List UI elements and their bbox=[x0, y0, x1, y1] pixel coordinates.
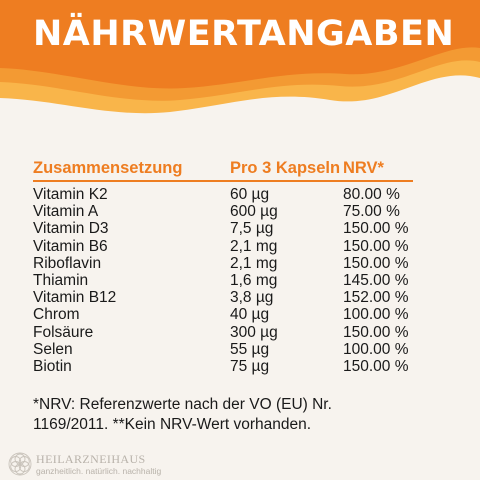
ingredient-amount: 1,6 mg bbox=[230, 271, 278, 289]
ingredient-amount: 2,1 mg bbox=[230, 254, 278, 272]
ingredient-name: Chrom bbox=[33, 306, 80, 324]
ingredient-nrv: 145.00 % bbox=[343, 271, 409, 289]
ingredient-amount: 60 µg bbox=[230, 186, 270, 203]
table-row: Vitamin K2 60 µg 80.00 % bbox=[33, 186, 413, 203]
ingredient-nrv: 75.00 % bbox=[343, 203, 400, 221]
table-row: Vitamin D3 7,5 µg 150.00 % bbox=[33, 220, 413, 237]
ingredient-nrv: 150.00 % bbox=[343, 254, 409, 272]
ingredient-name: Vitamin K2 bbox=[33, 186, 108, 203]
table-row: Chrom 40 µg 100.00 % bbox=[33, 306, 413, 323]
nutrition-table: Zusammensetzung Pro 3 Kapseln NRV* Vitam… bbox=[33, 156, 413, 375]
header-wave-background bbox=[0, 0, 480, 114]
ingredient-name: Vitamin B12 bbox=[33, 289, 117, 307]
ingredient-amount: 75 µg bbox=[230, 357, 270, 375]
ingredient-nrv: 150.00 % bbox=[343, 220, 409, 238]
footnote: *NRV: Referenzwerte nach der VO (EU) Nr.… bbox=[33, 396, 332, 433]
ingredient-name: Folsäure bbox=[33, 323, 94, 341]
ingredient-amount: 55 µg bbox=[230, 340, 270, 358]
brand-tagline: ganzheitlich. natürlich. nachhaltig bbox=[36, 466, 162, 476]
table-header-row: Zusammensetzung Pro 3 Kapseln NRV* bbox=[33, 156, 413, 182]
ingredient-name: Thiamin bbox=[33, 271, 89, 289]
table-row: Folsäure 300 µg 150.00 % bbox=[33, 324, 413, 341]
ingredient-name: Vitamin A bbox=[33, 203, 99, 221]
ingredient-nrv: 150.00 % bbox=[343, 357, 409, 375]
ingredient-nrv: 150.00 % bbox=[343, 237, 409, 255]
ingredient-nrv: 80.00 % bbox=[343, 186, 400, 203]
ingredient-nrv: 150.00 % bbox=[343, 323, 409, 341]
ingredient-name: Vitamin B6 bbox=[33, 237, 108, 255]
table-row: Selen 55 µg 100.00 % bbox=[33, 341, 413, 358]
brand-name: HEILARZNEIHAUS bbox=[36, 452, 146, 466]
ingredient-name: Biotin bbox=[33, 357, 72, 375]
table-row: Thiamin 1,6 mg 145.00 % bbox=[33, 272, 413, 289]
table-row: Riboflavin 2,1 mg 150.00 % bbox=[33, 255, 413, 272]
table-body: Vitamin K2 60 µg 80.00 % Vitamin A 600 µg 75.… bbox=[33, 186, 413, 375]
ingredient-nrv: 100.00 % bbox=[343, 340, 409, 358]
ingredient-amount: 3,8 µg bbox=[230, 289, 274, 307]
column-header-amount: Pro 3 Kapseln bbox=[230, 159, 341, 177]
ingredient-amount: 7,5 µg bbox=[230, 220, 274, 238]
ingredient-amount: 600 µg bbox=[230, 203, 278, 221]
brand-logo-icon bbox=[8, 452, 32, 476]
page-title: NÄHRWERTANGABEN bbox=[33, 14, 455, 54]
ingredient-name: Riboflavin bbox=[33, 254, 102, 272]
column-header-composition: Zusammensetzung bbox=[33, 159, 183, 177]
column-header-nrv: NRV* bbox=[343, 159, 384, 177]
table-row: Vitamin B6 2,1 mg 150.00 % bbox=[33, 238, 413, 255]
table-row: Vitamin A 600 µg 75.00 % bbox=[33, 203, 413, 220]
ingredient-name: Selen bbox=[33, 340, 73, 358]
ingredient-nrv: 100.00 % bbox=[343, 306, 409, 324]
ingredient-amount: 300 µg bbox=[230, 323, 278, 341]
ingredient-nrv: 152.00 % bbox=[343, 289, 409, 307]
ingredient-amount: 2,1 mg bbox=[230, 237, 278, 255]
ingredient-name: Vitamin D3 bbox=[33, 220, 109, 238]
ingredient-amount: 40 µg bbox=[230, 306, 270, 324]
table-row: Vitamin B12 3,8 µg 152.00 % bbox=[33, 289, 413, 306]
table-row: Biotin 75 µg 150.00 % bbox=[33, 358, 413, 375]
